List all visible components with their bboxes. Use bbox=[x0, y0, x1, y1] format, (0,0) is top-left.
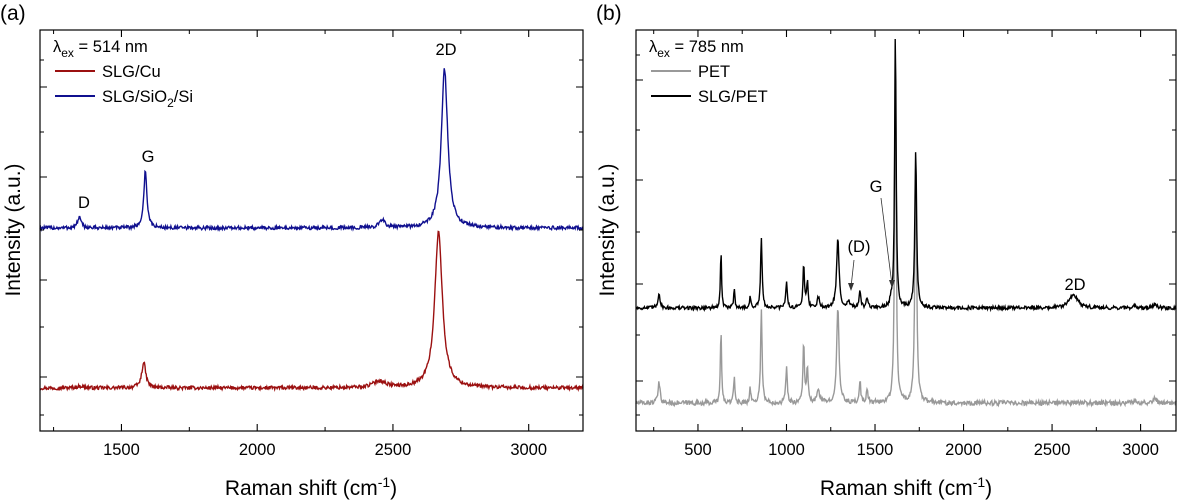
panel-b-excitation: λex = 785 nm bbox=[649, 38, 744, 60]
panel-a-plot-area bbox=[39, 68, 584, 393]
panel-a: (a) 1500 2000 2500 3000 λex = 514 nm SLG/Cu… bbox=[0, 2, 584, 500]
panel-a-label: (a) bbox=[0, 2, 26, 25]
panel-a-excitation: λex = 514 nm bbox=[53, 38, 148, 60]
x-tick-label-2000: 2000 bbox=[239, 441, 276, 459]
annotation-d-pointer bbox=[850, 259, 855, 288]
annotation-d-arrowhead bbox=[848, 283, 854, 291]
panel-b: (b) 500 1000 1500 2000 2500 3000 λex = 785 nm… bbox=[596, 2, 1177, 500]
panel-b-axes: 500 1000 1500 2000 2500 3000 bbox=[636, 30, 1176, 459]
series-line-slg-sio2-si bbox=[39, 68, 584, 233]
legend-label-slg-pet: SLG/PET bbox=[698, 88, 768, 106]
panel-b-frame bbox=[635, 29, 1177, 432]
x-tick-label-3000: 3000 bbox=[510, 441, 547, 459]
panel-b-plot-area bbox=[635, 38, 1177, 408]
panel-b-legend: PET SLG/PET bbox=[651, 63, 768, 106]
annotation-2d-peak-b: 2D bbox=[1064, 276, 1085, 294]
annotation-g-pointer bbox=[880, 197, 893, 286]
panel-a-y-axis-label: Intensity (a.u.) bbox=[2, 163, 25, 296]
x-tick-label-500: 500 bbox=[684, 441, 712, 459]
panel-a-legend: SLG/Cu SLG/SiO2/Si bbox=[55, 63, 193, 110]
x-tick-label-2000: 2000 bbox=[945, 441, 982, 459]
x-tick-label-1000: 1000 bbox=[768, 441, 805, 459]
x-tick-label-2500: 2500 bbox=[375, 441, 412, 459]
series-line-slg-cu bbox=[39, 230, 584, 393]
annotation-g-peak-b: G bbox=[870, 178, 883, 196]
annotation-g-peak: G bbox=[142, 148, 155, 166]
x-tick-label-3000: 3000 bbox=[1122, 441, 1159, 459]
annotation-g-arrowhead bbox=[889, 280, 895, 288]
annotation-d-peak-b: (D) bbox=[848, 238, 871, 256]
x-tick-label-1500: 1500 bbox=[857, 441, 894, 459]
legend-label-slg-sio2-si: SLG/SiO2/Si bbox=[102, 88, 193, 110]
legend-label-pet: PET bbox=[698, 63, 730, 81]
x-tick-label-1500: 1500 bbox=[103, 441, 140, 459]
series-line-slg-pet bbox=[635, 38, 1177, 313]
panel-b-y-axis-label: Intensity (a.u.) bbox=[596, 163, 619, 296]
panel-b-label: (b) bbox=[596, 2, 622, 25]
annotation-d-peak: D bbox=[78, 194, 90, 212]
legend-label-slg-cu: SLG/Cu bbox=[102, 63, 161, 81]
x-tick-label-2500: 2500 bbox=[1034, 441, 1071, 459]
series-line-pet bbox=[635, 58, 1177, 408]
panel-b-x-axis-label: Raman shift (cm-1) bbox=[820, 474, 992, 500]
annotation-2d-peak: 2D bbox=[435, 41, 456, 59]
panel-a-axes: 1500 2000 2500 3000 bbox=[40, 30, 583, 459]
panel-a-x-axis-label: Raman shift (cm-1) bbox=[225, 474, 397, 500]
